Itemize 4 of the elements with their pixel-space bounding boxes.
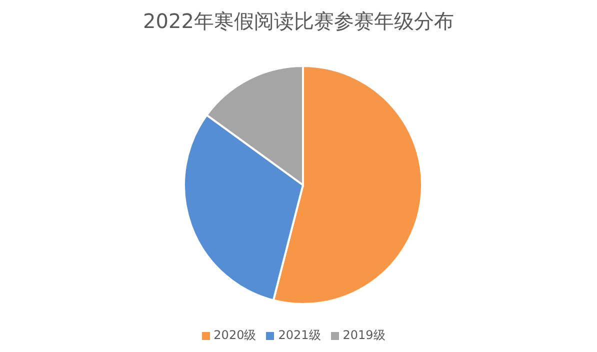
legend-label: 2019级: [342, 328, 386, 342]
chart-title: 2022年寒假阅读比赛参赛年级分布: [142, 8, 455, 35]
legend-label: 2021级: [278, 328, 321, 342]
legend-label: 2020级: [214, 328, 256, 342]
